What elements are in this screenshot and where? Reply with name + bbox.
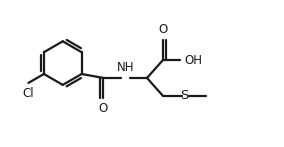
Text: Cl: Cl — [23, 87, 34, 100]
Text: O: O — [99, 102, 108, 115]
Text: O: O — [158, 23, 168, 36]
Text: NH: NH — [116, 61, 134, 74]
Text: S: S — [180, 89, 189, 102]
Text: OH: OH — [185, 54, 203, 67]
